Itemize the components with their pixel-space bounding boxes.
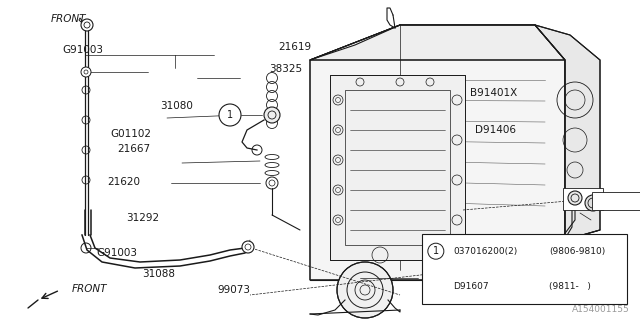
Text: 31088: 31088 xyxy=(142,268,175,279)
Text: D91607: D91607 xyxy=(453,282,489,291)
Circle shape xyxy=(81,19,93,31)
Bar xyxy=(422,234,627,304)
Circle shape xyxy=(219,104,241,126)
Polygon shape xyxy=(310,25,565,60)
Circle shape xyxy=(585,195,601,211)
Text: (9811-   ): (9811- ) xyxy=(549,282,591,291)
Text: 21620: 21620 xyxy=(108,177,141,187)
Text: 1: 1 xyxy=(433,246,439,256)
Text: G91003: G91003 xyxy=(63,44,104,55)
Text: G01102: G01102 xyxy=(110,129,151,139)
Text: FRONT: FRONT xyxy=(72,284,108,294)
Text: G91003: G91003 xyxy=(96,248,137,258)
Text: FRONT: FRONT xyxy=(51,13,86,24)
Text: (9806-9810): (9806-9810) xyxy=(549,247,605,256)
Circle shape xyxy=(81,67,91,77)
Bar xyxy=(563,188,603,210)
Polygon shape xyxy=(310,25,565,280)
Text: 21667: 21667 xyxy=(117,144,150,154)
Circle shape xyxy=(242,241,254,253)
Text: B91401X: B91401X xyxy=(470,88,518,98)
Text: 037016200(2): 037016200(2) xyxy=(453,247,518,256)
Circle shape xyxy=(568,191,582,205)
Polygon shape xyxy=(330,75,465,260)
Text: D91406: D91406 xyxy=(475,124,516,135)
Circle shape xyxy=(264,107,280,123)
Text: A154001155: A154001155 xyxy=(572,305,630,314)
Bar xyxy=(592,192,640,210)
Circle shape xyxy=(337,262,393,318)
Text: 31080: 31080 xyxy=(160,100,193,111)
Text: 21619: 21619 xyxy=(278,42,312,52)
Text: 99073: 99073 xyxy=(218,284,251,295)
Text: 1: 1 xyxy=(227,110,233,120)
Polygon shape xyxy=(535,25,600,240)
Text: 31292: 31292 xyxy=(126,212,159,223)
Text: 38325: 38325 xyxy=(269,64,302,74)
